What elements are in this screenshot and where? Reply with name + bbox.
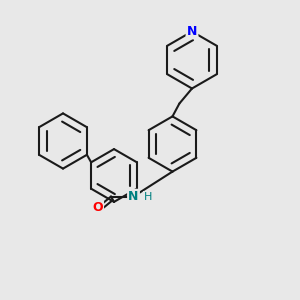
Text: H: H xyxy=(143,191,152,202)
Text: N: N xyxy=(128,190,139,203)
Text: N: N xyxy=(187,25,197,38)
Text: O: O xyxy=(92,201,103,214)
